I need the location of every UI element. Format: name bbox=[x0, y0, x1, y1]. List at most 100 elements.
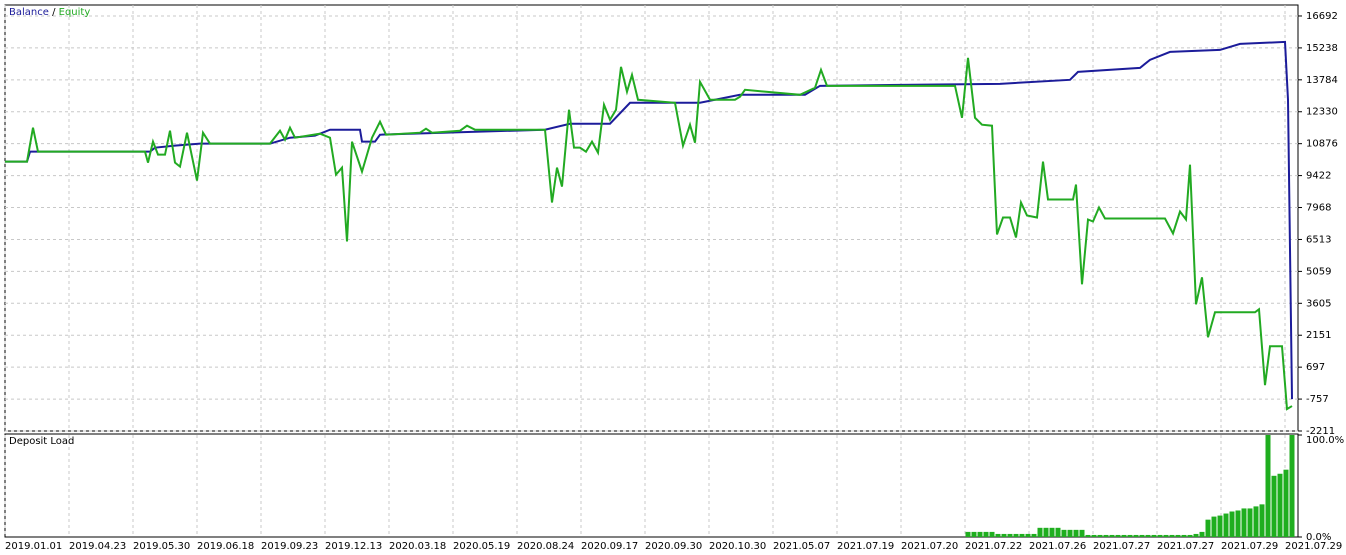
load-bar bbox=[1031, 533, 1037, 537]
legend-equity: Equity bbox=[59, 7, 91, 18]
x-tick-label: 2019.04.23 bbox=[69, 541, 126, 552]
load-bar bbox=[1025, 533, 1031, 537]
load-bar bbox=[989, 531, 995, 537]
load-bar bbox=[1145, 534, 1151, 537]
load-bar bbox=[1049, 527, 1055, 537]
load-bar bbox=[1055, 527, 1061, 537]
x-tick-label: 2020.08.24 bbox=[517, 541, 574, 552]
load-bar bbox=[1085, 534, 1091, 537]
x-tick-label: 2019.12.13 bbox=[325, 541, 382, 552]
y-tick-label: 9422 bbox=[1306, 171, 1331, 182]
x-tick-label: 2021.07.27 bbox=[1157, 541, 1214, 552]
load-bar bbox=[1223, 513, 1229, 537]
x-tick-label: 2021.07.29 bbox=[1285, 541, 1342, 552]
load-bar bbox=[1091, 534, 1097, 537]
x-tick-label: 2019.05.30 bbox=[133, 541, 190, 552]
series-line bbox=[5, 57, 1293, 411]
load-bar bbox=[1199, 531, 1205, 537]
main-panel bbox=[4, 4, 1299, 432]
load-bar bbox=[971, 531, 977, 537]
load-bar bbox=[1259, 504, 1265, 537]
load-bar bbox=[1097, 534, 1103, 537]
x-tick-label: 2019.06.18 bbox=[197, 541, 254, 552]
y-tick-label: 12330 bbox=[1306, 107, 1338, 118]
load-bar bbox=[1115, 534, 1121, 537]
load-bar bbox=[1217, 515, 1223, 537]
y-tick-label: 5059 bbox=[1306, 266, 1331, 277]
y-tick-label: 6513 bbox=[1306, 234, 1331, 245]
load-panel bbox=[4, 433, 1299, 538]
load-bar bbox=[1187, 534, 1193, 537]
y-tick-label: 15238 bbox=[1306, 43, 1338, 54]
y-tick-label: -757 bbox=[1306, 394, 1329, 405]
load-bar bbox=[995, 533, 1001, 537]
legend: Balance / Equity bbox=[9, 7, 90, 18]
load-bar bbox=[977, 531, 983, 537]
series-line bbox=[5, 40, 1293, 400]
x-tick-label: 2021.07.20 bbox=[901, 541, 958, 552]
load-bar bbox=[1001, 533, 1007, 537]
load-bar bbox=[1241, 508, 1247, 537]
load-bar bbox=[1253, 506, 1259, 537]
load-bar bbox=[965, 531, 971, 537]
y-tick-label: 2151 bbox=[1306, 330, 1331, 341]
x-tick-label: 2020.05.19 bbox=[453, 541, 510, 552]
load-bar bbox=[1157, 534, 1163, 537]
y-tick-label: 3605 bbox=[1306, 298, 1331, 309]
x-tick-label: 2020.09.30 bbox=[645, 541, 702, 552]
load-bar bbox=[1073, 529, 1079, 537]
x-tick-label: 2021.07.19 bbox=[837, 541, 894, 552]
y-tick-label: 10876 bbox=[1306, 139, 1338, 150]
x-tick-label: 2021.05.07 bbox=[773, 541, 830, 552]
y-tick-label: 100.0% bbox=[1306, 435, 1344, 446]
load-bar bbox=[1013, 533, 1019, 537]
load-bar bbox=[1007, 533, 1013, 537]
load-bar bbox=[983, 531, 989, 537]
legend-separator: / bbox=[52, 7, 56, 18]
load-bar bbox=[1169, 534, 1175, 537]
x-tick-label: 2020.09.17 bbox=[581, 541, 638, 552]
y-tick-label: 697 bbox=[1306, 362, 1325, 373]
load-bar bbox=[1205, 519, 1211, 537]
load-bar bbox=[1127, 534, 1133, 537]
y-tick-label: 16692 bbox=[1306, 11, 1338, 22]
load-bar bbox=[1211, 516, 1217, 537]
grid bbox=[4, 5, 1298, 537]
load-bar bbox=[1109, 534, 1115, 537]
load-bar bbox=[1247, 508, 1253, 537]
load-bar bbox=[1193, 533, 1199, 537]
x-tick-label: 2021.07.22 bbox=[965, 541, 1022, 552]
marks bbox=[5, 40, 1295, 537]
x-tick-label: 2019.01.01 bbox=[5, 541, 62, 552]
x-tick-label: 2020.10.30 bbox=[709, 541, 766, 552]
legend-balance: Balance bbox=[9, 7, 49, 18]
load-bar bbox=[1229, 511, 1235, 537]
y-tick-label: 7968 bbox=[1306, 203, 1331, 214]
load-bar bbox=[1283, 469, 1289, 537]
load-bar bbox=[1235, 510, 1241, 537]
x-tick-label: 2019.09.23 bbox=[261, 541, 318, 552]
load-bar bbox=[1037, 527, 1043, 537]
load-bar bbox=[1139, 534, 1145, 537]
load-bar bbox=[1271, 475, 1277, 537]
load-bar bbox=[1181, 534, 1187, 537]
panel-title: Deposit Load bbox=[9, 436, 74, 447]
load-bar bbox=[1067, 529, 1073, 537]
load-bar bbox=[1151, 534, 1157, 537]
y-tick-label: 13784 bbox=[1306, 75, 1338, 86]
load-bar bbox=[1175, 534, 1181, 537]
x-tick-label: 2021.07.26 bbox=[1029, 541, 1086, 552]
load-bar bbox=[1277, 473, 1283, 537]
x-tick-label: 2020.03.18 bbox=[389, 541, 446, 552]
load-bar bbox=[1061, 529, 1067, 537]
load-bar bbox=[1103, 534, 1109, 537]
load-bar bbox=[1079, 529, 1085, 537]
load-bar bbox=[1289, 435, 1295, 537]
load-bar bbox=[1265, 435, 1271, 537]
y-tick-label: -2211 bbox=[1306, 426, 1335, 437]
load-bar bbox=[1121, 534, 1127, 537]
y-tick-label: 0.0% bbox=[1306, 532, 1331, 543]
load-bar bbox=[1043, 527, 1049, 537]
x-tick-label: 2021.07.29 bbox=[1221, 541, 1278, 552]
